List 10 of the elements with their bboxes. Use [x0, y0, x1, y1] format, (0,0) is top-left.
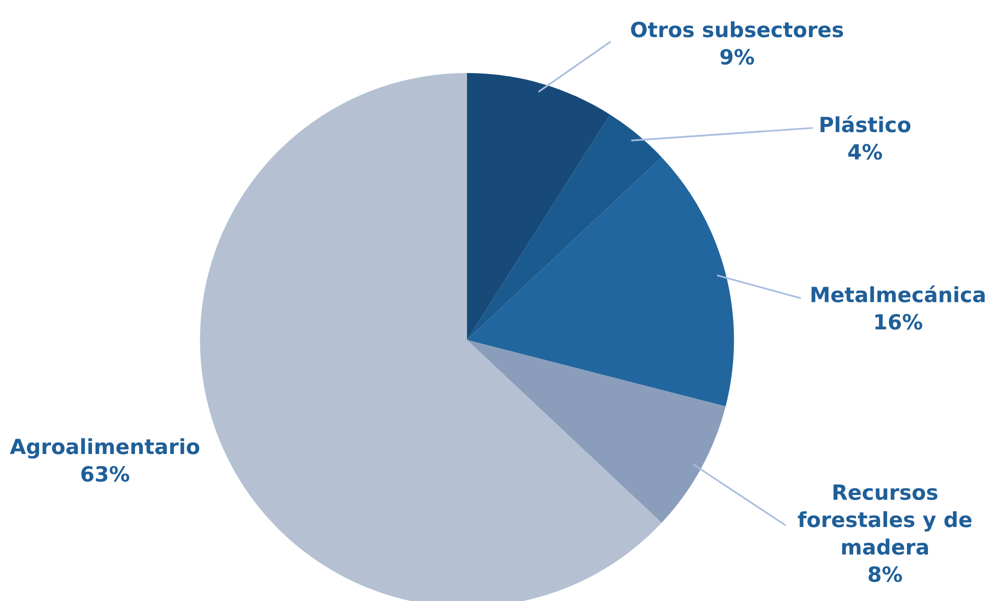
slice-label: Metalmecánica	[812, 285, 985, 302]
slice-label: Recursos forestales y de madera	[798, 484, 972, 555]
slice-label: Plástico	[820, 115, 910, 132]
data-label: 9%	[720, 48, 754, 65]
data-label: 63%	[81, 466, 130, 482]
slice-label: Otros subsectores	[631, 21, 844, 38]
data-label: 16%	[875, 314, 922, 330]
data-label: 8%	[868, 566, 902, 582]
slice-label: Agroalimentario	[10, 438, 200, 459]
data-label: 4%	[848, 144, 882, 160]
